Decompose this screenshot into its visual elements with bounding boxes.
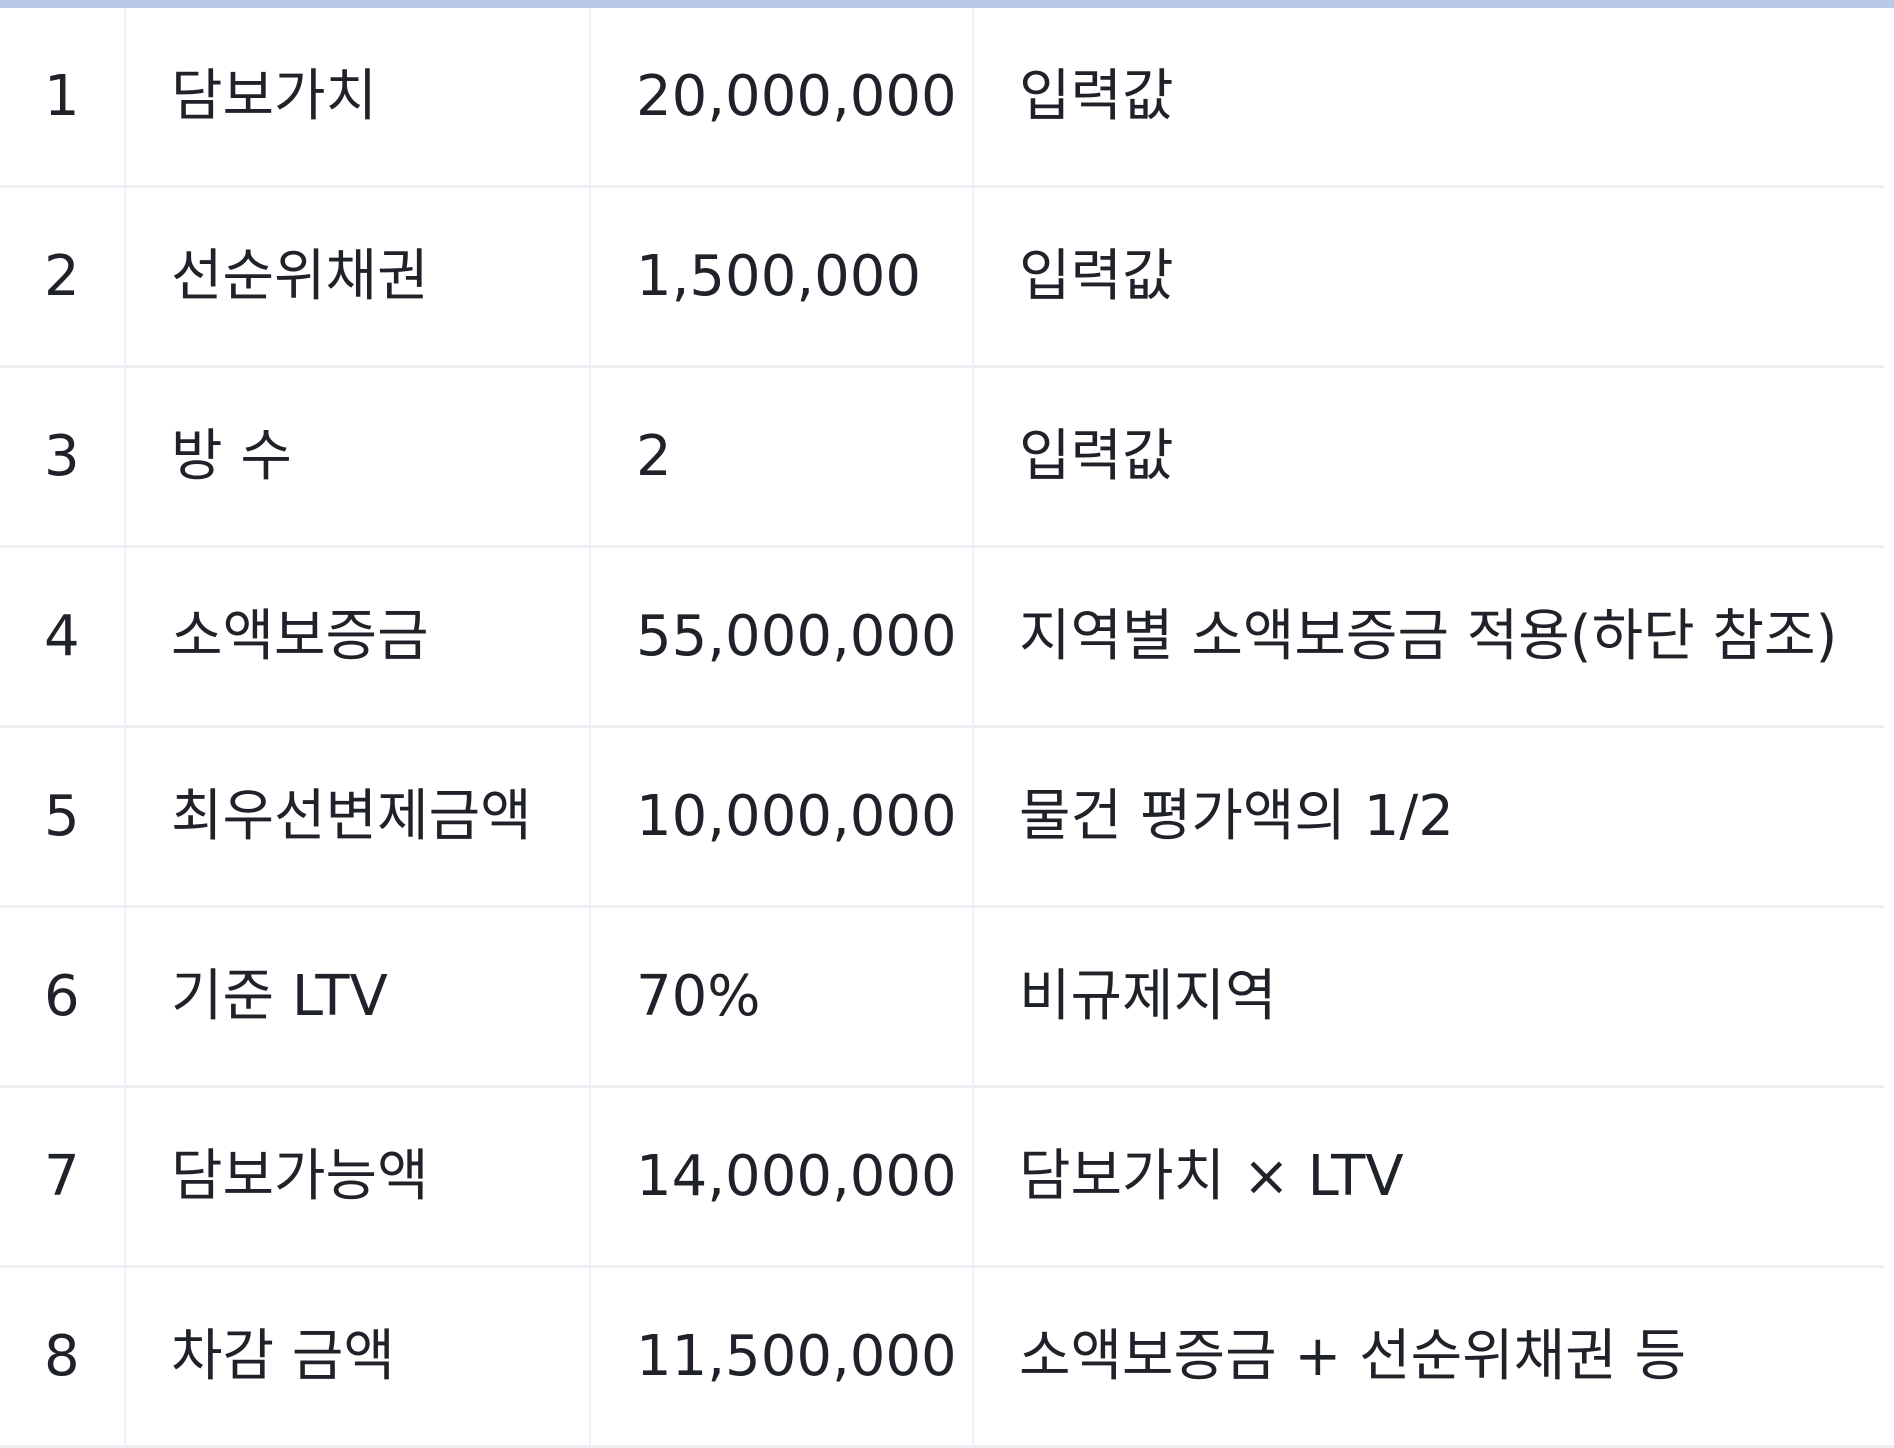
item-note: 입력값 [973,8,1894,188]
item-value: 70% [590,906,974,1088]
item-note: 입력값 [973,186,1894,368]
item-note: 비규제지역 [973,906,1894,1088]
table-row: 7 담보가능액 14,000,000 담보가치 × LTV [0,1086,1894,1268]
item-label: 선순위채권 [125,186,591,368]
item-value: 14,000,000 [590,1086,974,1268]
item-value: 11,500,000 [590,1266,974,1448]
row-number: 3 [0,366,126,548]
table-row: 4 소액보증금 55,000,000 지역별 소액보증금 적용(하단 참조) [0,546,1894,728]
right-edge-spacer [1884,8,1894,1442]
table-row: 5 최우선변제금액 10,000,000 물건 평가액의 1/2 [0,726,1894,908]
item-label: 담보가능액 [125,1086,591,1268]
item-label: 차감 금액 [125,1266,591,1448]
item-label: 최우선변제금액 [125,726,591,908]
item-note: 지역별 소액보증금 적용(하단 참조) [973,546,1894,728]
row-number: 2 [0,186,126,368]
row-number: 4 [0,546,126,728]
item-label: 방 수 [125,366,591,548]
row-number: 1 [0,8,126,188]
table-row: 2 선순위채권 1,500,000 입력값 [0,186,1894,368]
table-top-border [0,0,1894,8]
item-value: 2 [590,366,974,548]
item-value: 55,000,000 [590,546,974,728]
row-number: 5 [0,726,126,908]
item-value: 10,000,000 [590,726,974,908]
row-number: 6 [0,906,126,1088]
calculation-table: 1 담보가치 20,000,000 입력값 2 선순위채권 1,500,000 … [0,8,1894,1448]
table-row: 6 기준 LTV 70% 비규제지역 [0,906,1894,1088]
item-label: 소액보증금 [125,546,591,728]
row-number: 7 [0,1086,126,1268]
item-value: 20,000,000 [590,8,974,188]
item-note: 입력값 [973,366,1894,548]
table-row: 1 담보가치 20,000,000 입력값 [0,8,1894,188]
item-note: 소액보증금 + 선순위채권 등 [973,1266,1894,1448]
item-label: 기준 LTV [125,906,591,1088]
table-row: 3 방 수 2 입력값 [0,366,1894,548]
item-note: 담보가치 × LTV [973,1086,1894,1268]
item-note: 물건 평가액의 1/2 [973,726,1894,908]
item-value: 1,500,000 [590,186,974,368]
row-number: 8 [0,1266,126,1448]
item-label: 담보가치 [125,8,591,188]
table-row: 8 차감 금액 11,500,000 소액보증금 + 선순위채권 등 [0,1266,1894,1448]
